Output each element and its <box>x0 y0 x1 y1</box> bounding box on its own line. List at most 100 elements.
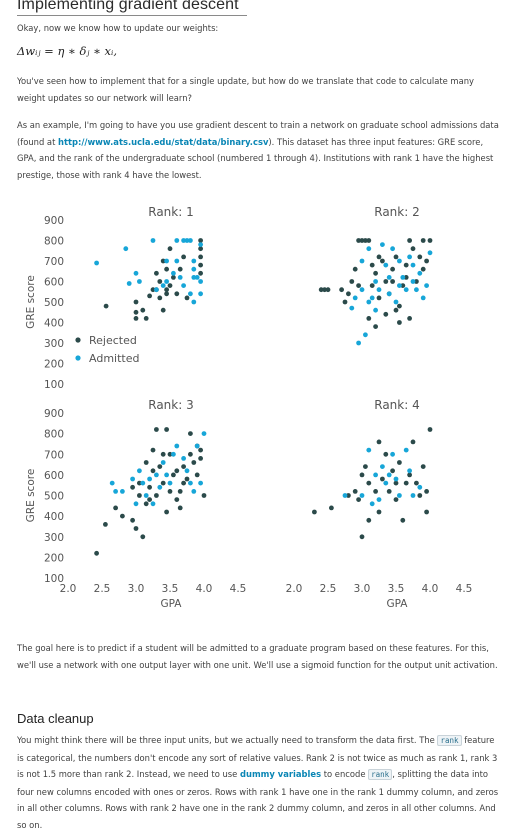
panel-2-title: Rank: 2 <box>374 205 419 219</box>
admitted-point <box>171 451 176 457</box>
rejected-point <box>420 464 426 469</box>
rejected-point <box>154 493 159 498</box>
rejected-point <box>363 464 368 469</box>
admitted-point <box>201 431 207 436</box>
rejected-point <box>177 505 183 511</box>
rejected-point <box>184 476 190 482</box>
rejected-point <box>393 480 399 486</box>
rejected-point <box>147 484 153 490</box>
panel-3-ytick-label: 700 <box>44 449 64 461</box>
rejected-point <box>390 468 395 474</box>
rejected-point <box>150 468 156 474</box>
rejected-point <box>198 254 204 260</box>
admitted-point <box>363 332 368 338</box>
panel-3-ytick-label: 400 <box>44 511 64 523</box>
admitted-point <box>397 493 402 498</box>
admitted-point <box>403 287 409 293</box>
rejected-point <box>157 279 163 284</box>
legend-admitted-marker <box>75 355 81 361</box>
rejected-point <box>356 238 361 243</box>
admitted-point <box>123 246 129 252</box>
admitted-point <box>143 493 149 498</box>
admitted-point <box>349 305 355 311</box>
admitted-point <box>366 246 372 252</box>
admitted-point <box>191 266 197 272</box>
admitted-point <box>397 283 402 288</box>
admitted-point <box>150 501 156 507</box>
panel-1-ytick-label: 700 <box>44 256 64 268</box>
rejected-point <box>373 324 378 329</box>
rejected-point <box>181 254 187 260</box>
admissions-scatter-figure: Rank: 1 900 800 700 600 500 400 300 200 100 GRE sc… <box>25 205 472 610</box>
rejected-point <box>147 497 153 502</box>
admitted-point <box>164 279 170 284</box>
admitted-point <box>120 489 125 494</box>
rejected-point <box>164 266 170 272</box>
weight-update-formula: Δwᵢⱼ = η ∗ δⱼ ∗ xᵢ, <box>17 44 118 58</box>
intro-text: Okay, now we know how to update our weig… <box>17 23 219 33</box>
rejected-point <box>164 287 170 293</box>
rejected-point <box>366 517 372 523</box>
panel-3-ytick-label: 600 <box>44 470 64 482</box>
rejected-point <box>137 493 142 498</box>
rejected-point <box>390 266 395 272</box>
admitted-point <box>410 279 416 284</box>
rejected-point <box>157 295 163 301</box>
dummy-variables-link[interactable]: dummy variables <box>239 769 322 780</box>
rejected-point <box>198 238 204 243</box>
rejected-point <box>369 283 375 288</box>
rejected-point <box>171 472 176 478</box>
admitted-point <box>407 254 412 260</box>
panel-1-ytick-label: 500 <box>44 297 64 309</box>
panel-3-xtick-label: 2.0 <box>60 583 77 595</box>
section-heading-data-cleanup: Data cleanup <box>17 711 94 726</box>
rejected-point <box>427 427 433 432</box>
title-underline <box>17 15 247 16</box>
rejected-point <box>366 238 372 243</box>
panel-3-xtick-label: 3.5 <box>162 583 179 595</box>
admitted-point <box>410 493 416 498</box>
panel-4-xtick-label: 3.5 <box>388 583 405 595</box>
admitted-point <box>417 484 423 490</box>
rejected-point <box>150 287 156 293</box>
admitted-point <box>94 260 99 266</box>
dataset-text-after: ). This dataset has three input features… <box>17 136 494 180</box>
panel-1-ytick-label: 200 <box>44 359 64 371</box>
rejected-point <box>194 472 200 478</box>
admitted-point <box>133 270 139 276</box>
admitted-point <box>157 484 163 490</box>
dataset-link[interactable]: http://www.ats.ucla.edu/stat/data/binary… <box>58 136 269 147</box>
rejected-point <box>424 489 429 494</box>
rejected-point <box>363 238 368 243</box>
admitted-point <box>191 299 197 305</box>
admitted-point <box>167 480 173 486</box>
code-rank-1: rank <box>437 735 462 746</box>
admitted-point <box>164 472 170 478</box>
admitted-point <box>410 262 416 268</box>
rejected-point <box>143 316 149 321</box>
admitted-point <box>171 270 176 276</box>
panel-1-ytick-label: 100 <box>44 379 64 391</box>
rejected-point <box>420 238 426 243</box>
rejected-point <box>407 316 412 321</box>
rejected-point <box>103 522 108 527</box>
admitted-point <box>147 476 153 482</box>
admitted-point <box>113 489 118 494</box>
rejected-point <box>198 270 204 276</box>
rejected-point <box>160 307 166 313</box>
admitted-point <box>386 472 392 478</box>
rejected-point <box>397 303 402 309</box>
rejected-point <box>349 279 355 284</box>
rejected-point <box>177 266 183 272</box>
admitted-point <box>191 275 197 280</box>
admitted-point <box>342 493 348 498</box>
rejected-point <box>133 299 139 305</box>
admitted-point <box>383 480 389 486</box>
rejected-point <box>342 299 348 305</box>
panel-3-ytick-label: 100 <box>44 573 64 585</box>
rejected-point <box>400 517 406 523</box>
admitted-point <box>191 258 197 264</box>
rejected-point <box>376 509 382 515</box>
admitted-point <box>150 238 156 243</box>
rejected-point <box>160 258 166 264</box>
